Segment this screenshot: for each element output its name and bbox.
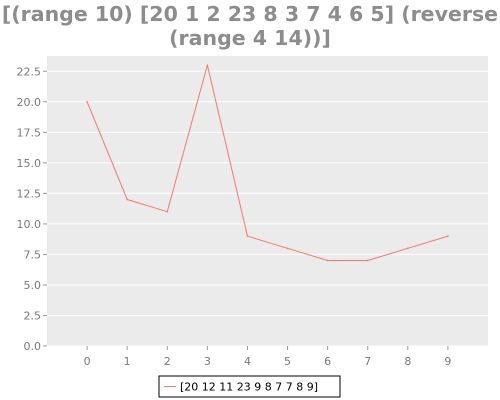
data-point [126,198,128,201]
x-tick-label: 0 [84,355,91,368]
chart-title: [(range 10) [20 1 2 23 8 3 7 4 6 5] (rev… [0,2,500,50]
x-tick-label: 6 [324,355,331,368]
x-tick-label: 1 [124,355,131,368]
x-tick-label: 3 [204,355,211,368]
y-tick-label: 10.0 [17,218,42,231]
data-point [246,235,249,237]
x-tick-label: 9 [444,355,451,368]
y-tick-label: 7.5 [24,248,42,261]
chart-title-line-2: (range 4 14))] [169,26,331,50]
y-tick-label: 15.0 [17,157,42,170]
legend-label: [20 12 11 23 9 8 7 7 8 9] [180,381,318,394]
data-point [326,259,329,262]
plot-background [47,56,488,346]
x-tick-label: 4 [244,355,251,368]
y-tick-label: 0.0 [24,340,42,353]
data-point [366,259,369,262]
data-point [447,235,449,237]
series-line [86,65,449,262]
x-tick-label: 5 [284,355,291,368]
x-tick-label: 8 [404,355,411,368]
data-point [86,100,88,103]
y-tick-label: 2.5 [24,309,42,322]
data-point [286,247,289,250]
data-point [407,247,409,250]
y-tick-label: 20.0 [17,96,42,109]
chart-title-line-1: [(range 10) [20 1 2 23 8 3 7 4 6 5] (rev… [1,2,499,26]
data-point [166,210,169,213]
y-tick-label: 12.5 [17,187,42,200]
data-point [206,64,209,66]
x-tick-label: 2 [164,355,171,368]
y-tick-label: 22.5 [17,65,42,78]
y-tick-label: 17.5 [17,126,42,139]
legend-box [158,375,341,398]
x-tick-label: 7 [364,355,371,368]
y-tick-label: 5.0 [24,279,42,292]
